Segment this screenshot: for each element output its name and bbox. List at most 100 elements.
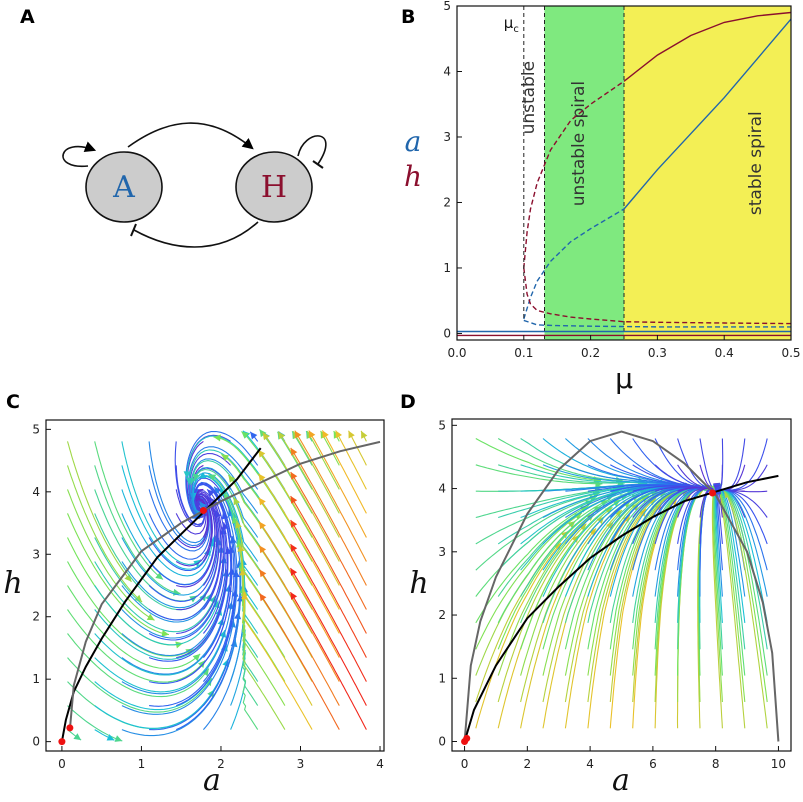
d-streamline — [475, 542, 562, 729]
region-label: unstable spiral — [569, 81, 589, 206]
y-c-tick-label: 3 — [32, 547, 40, 561]
c-streamline-arrow — [185, 648, 194, 656]
y-b-tick-label: 4 — [443, 64, 451, 78]
x-d-tick-label: 6 — [649, 757, 657, 771]
c-streamline — [213, 486, 238, 634]
c-streamline — [292, 430, 340, 514]
c-streamline-arrow — [241, 431, 249, 439]
d-streamline — [609, 493, 673, 703]
c-streamline — [290, 519, 367, 658]
c-streamline-arrow — [322, 430, 329, 439]
d-streamline — [520, 506, 613, 676]
c-streamline-arrow — [278, 431, 286, 440]
c-streamline — [257, 449, 340, 586]
nullcline-d-0 — [463, 430, 780, 742]
d-streamline — [498, 464, 625, 484]
plot-frame-b — [456, 5, 792, 341]
c-streamline — [241, 564, 286, 706]
c-streamline — [277, 431, 340, 538]
x-d-tick-label: 10 — [771, 757, 786, 771]
y-c-tick-label: 1 — [32, 672, 40, 686]
c-streamline-arrow — [198, 660, 206, 668]
c-streamline — [121, 489, 214, 577]
panel-letter-d: D — [400, 391, 416, 413]
c-streamline — [121, 569, 228, 657]
inhibition-bar-h-to-a — [130, 223, 137, 237]
d-streamline — [587, 508, 647, 729]
c-streamline — [176, 522, 229, 659]
series-0-line — [523, 208, 625, 320]
c-streamline — [67, 585, 201, 670]
series-4-line — [523, 80, 625, 269]
x-b-tick-label: 0.1 — [514, 346, 533, 360]
node-h-circle — [235, 151, 313, 223]
y-ticks-c: 0 1 2 3 4 5 — [32, 422, 51, 749]
c-streamline-arrow — [235, 520, 242, 529]
d-streamline — [564, 490, 659, 650]
d-streamline — [564, 485, 682, 571]
region-unstable — [523, 6, 545, 340]
c-streamline-arrow — [348, 430, 355, 439]
c-streamline-arrow — [219, 527, 227, 535]
c-streamline — [94, 658, 229, 729]
d-streamline — [520, 486, 644, 545]
node-a-label: A — [112, 170, 135, 205]
d-streamline — [475, 492, 601, 545]
region-stable-spiral — [624, 6, 791, 340]
fixed-point-c-0 — [58, 738, 66, 746]
c-streamline — [306, 430, 340, 490]
d-streamline-arrow — [593, 506, 602, 513]
d-streamline — [475, 438, 601, 482]
panel-a: A A H — [20, 6, 327, 248]
c-streamline — [259, 593, 340, 730]
y-ticks-d: 0 1 2 3 4 5 — [438, 418, 457, 749]
c-streamline — [241, 588, 286, 730]
c-streamline — [258, 497, 340, 634]
x-axis-label-d: a — [612, 763, 630, 798]
fixed-point-c-1 — [66, 724, 74, 732]
c-streamline — [228, 508, 242, 658]
x-axis-label-c: a — [203, 763, 221, 798]
d-streamline — [716, 485, 746, 703]
plot-frame-c — [45, 419, 385, 752]
activation-arrow-a-to-h — [127, 122, 254, 150]
x-c-tick-label: 2 — [217, 757, 225, 771]
c-streamline — [121, 465, 211, 570]
c-streamline-arrow — [201, 668, 209, 677]
y-b-tick-label: 2 — [443, 195, 451, 209]
d-streamline — [497, 523, 587, 703]
d-streamline — [475, 512, 583, 650]
y-ticks-b: 0 1 2 3 4 5 — [443, 0, 462, 340]
c-streamline-arrow — [199, 501, 207, 510]
d-streamline — [497, 505, 602, 650]
x-b-tick-label: 0.4 — [715, 346, 734, 360]
y-c-tick-label: 5 — [32, 422, 40, 436]
y-b-tick-label: 3 — [443, 130, 451, 144]
nullcline-c-1 — [68, 440, 381, 730]
critical-mu-marker: μc — [504, 6, 525, 321]
c-streamline-arrow — [237, 544, 245, 552]
c-streamline — [121, 441, 202, 566]
c-streamline-arrow — [294, 430, 302, 439]
panel-letter-c: C — [6, 391, 20, 413]
x-c-tick-label: 1 — [138, 757, 146, 771]
c-streamline — [67, 561, 194, 657]
c-streamline — [66, 513, 170, 636]
c-streamline — [67, 609, 206, 683]
c-streamline — [290, 543, 367, 682]
y-d-tick-label: 0 — [438, 735, 446, 749]
legend-a: a — [405, 125, 422, 158]
d-streamline — [520, 499, 621, 650]
c-streamline — [227, 474, 313, 610]
y-b-tick-label: 0 — [443, 326, 451, 340]
d-streamline — [475, 464, 603, 485]
critical-mu-subscript: c — [513, 24, 519, 35]
c-streamline — [191, 466, 259, 538]
y-axis-label-d: h — [409, 566, 428, 601]
c-streamline-arrow — [259, 545, 267, 554]
panel-letter-b: B — [401, 6, 415, 28]
c-streamline-arrow — [259, 569, 267, 578]
phase-portrait-streamlines-d — [475, 438, 768, 729]
y-c-tick-label: 4 — [32, 485, 40, 499]
self-inhibition-arc-h — [297, 135, 327, 165]
